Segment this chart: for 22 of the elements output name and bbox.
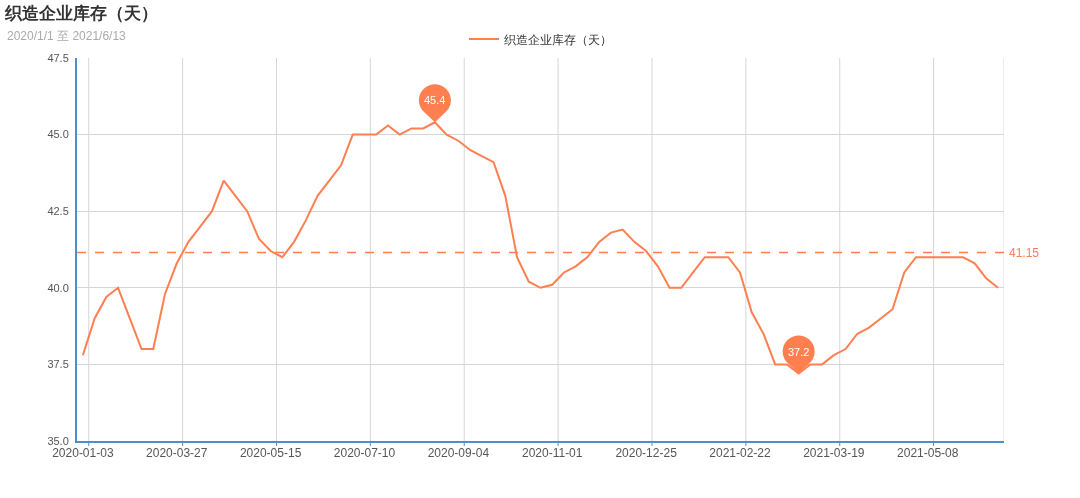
data-label: 37.2	[788, 346, 810, 358]
data-label: 45.4	[424, 94, 446, 106]
x-tick-label: 2020-09-04	[427, 446, 490, 461]
y-tick-label: 47.5	[47, 51, 69, 64]
chart-subtitle: 2020/1/1 至 2021/6/13	[7, 29, 127, 43]
chart-title: 织造企业库存（天）	[4, 3, 158, 23]
y-tick-label: 45.0	[47, 128, 69, 141]
x-tick-label: 2020-05-15	[239, 446, 302, 461]
x-tick-label: 2021-05-08	[897, 446, 959, 461]
x-tick-label: 2021-02-22	[709, 446, 771, 461]
legend-label: 织造企业库存（天）	[504, 32, 612, 47]
x-tick-label: 2020-01-03	[52, 446, 114, 461]
y-tick-label: 40.0	[47, 281, 69, 294]
ref-line-label: 41.15	[1009, 246, 1040, 260]
y-tick-label: 35.0	[47, 434, 69, 447]
y-tick-label: 42.5	[47, 205, 69, 218]
x-tick-label: 2020-03-27	[146, 446, 208, 461]
x-tick-label: 2020-12-25	[615, 446, 678, 461]
x-tick-label: 2020-11-01	[521, 446, 583, 461]
x-tick-label: 2021-03-19	[803, 446, 865, 461]
y-tick-label: 37.5	[47, 358, 69, 371]
x-tick-label: 2020-07-10	[333, 446, 396, 461]
